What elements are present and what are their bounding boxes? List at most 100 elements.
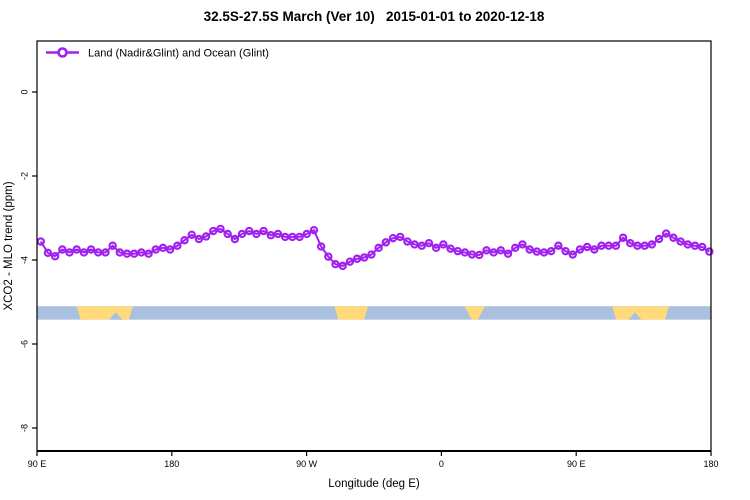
data-point-marker <box>36 237 45 246</box>
y-tick-label: 0 <box>19 89 29 94</box>
data-point-marker <box>187 230 196 239</box>
data-point-marker <box>439 240 448 249</box>
data-point-marker <box>352 254 362 263</box>
axes: 90 E 180 90 W 0 90 E 180 0 -2 -4 -6 -8 <box>19 89 718 469</box>
x-tick-label: 0 <box>439 459 444 469</box>
data-point-marker <box>697 242 707 252</box>
data-point-marker <box>151 245 160 254</box>
data-point-marker <box>403 237 412 246</box>
data-point-marker <box>546 246 556 256</box>
y-tick-label: -2 <box>19 172 29 180</box>
data-point-marker <box>316 242 326 251</box>
data-point-marker <box>539 248 549 257</box>
data-point-marker <box>65 248 74 257</box>
land-band-segment <box>464 306 485 320</box>
data-point-marker <box>79 248 89 257</box>
data-point-marker <box>273 229 283 239</box>
y-tick-label: -8 <box>19 424 29 432</box>
data-point-marker <box>582 242 592 252</box>
data-point-marker <box>230 234 240 244</box>
data-point-marker <box>309 225 319 235</box>
data-point-marker <box>690 241 700 250</box>
x-axis-title: Longitude (deg E) <box>328 478 420 490</box>
y-tick-label: -6 <box>19 340 29 348</box>
data-point-marker <box>410 240 419 249</box>
data-point-marker <box>165 245 175 254</box>
legend: Land (Nadir&Glint) and Ocean (Glint) <box>46 47 269 60</box>
x-tick-label: 180 <box>164 459 179 469</box>
data-point-marker <box>360 253 369 262</box>
x-tick-label: 90 E <box>28 459 47 469</box>
x-tick-label: 180 <box>703 459 718 469</box>
legend-label: Land (Nadir&Glint) and Ocean (Glint) <box>88 48 269 60</box>
surface-type-band <box>37 306 711 320</box>
data-point-marker <box>86 245 96 254</box>
data-point-marker <box>50 252 60 261</box>
data-point-marker <box>144 249 153 258</box>
data-point-marker <box>460 248 470 257</box>
data-point-marker <box>345 257 355 266</box>
data-point-marker <box>705 247 714 256</box>
data-point-marker <box>647 240 657 249</box>
data-point-marker <box>194 234 204 244</box>
data-point-marker <box>201 232 211 241</box>
data-point-marker <box>388 233 398 243</box>
data-point-marker <box>302 229 311 239</box>
data-point-marker <box>367 250 376 259</box>
data-point-marker <box>324 252 333 261</box>
data-point-marker <box>374 243 383 253</box>
land-band-segment <box>612 306 670 320</box>
x-tick-label: 90 E <box>567 459 586 469</box>
data-point-marker <box>568 250 577 259</box>
data-point-marker <box>209 226 218 236</box>
data-point-marker <box>58 245 67 254</box>
data-point-marker <box>446 244 455 253</box>
data-point-marker <box>245 226 254 236</box>
data-point-marker <box>518 240 527 249</box>
data-point-marker <box>396 232 405 242</box>
data-point-marker <box>654 234 664 244</box>
data-point-marker <box>626 238 635 248</box>
data-point-marker <box>223 229 232 239</box>
y-tick-label: -4 <box>19 256 29 264</box>
legend-series-marker-icon <box>46 47 79 58</box>
land-band-segment <box>334 306 369 320</box>
data-point-marker <box>424 238 434 248</box>
data-point-marker <box>676 237 685 246</box>
data-point-marker <box>554 241 563 250</box>
data-point-marker <box>503 249 513 258</box>
ocean-notch <box>628 312 642 320</box>
data-point-marker <box>669 233 678 242</box>
data-point-marker <box>101 248 110 257</box>
data-point-marker <box>130 249 139 258</box>
chart-title: 32.5S-27.5S March (Ver 10) 2015-01-01 to… <box>204 9 545 24</box>
data-point-marker <box>259 226 268 236</box>
legend-circle-icon <box>57 47 68 58</box>
data-point-marker <box>431 243 441 253</box>
data-point-marker <box>662 229 671 238</box>
data-point-marker <box>640 241 649 250</box>
land-band-segment <box>76 306 133 320</box>
data-point-marker <box>618 233 628 242</box>
data-point-marker <box>338 261 347 271</box>
data-point-marker <box>453 246 462 256</box>
data-point-marker <box>489 248 498 257</box>
data-point-marker <box>525 245 534 254</box>
data-series <box>36 224 714 271</box>
ocean-band <box>37 306 711 320</box>
data-point-marker <box>575 245 585 254</box>
data-point-marker <box>72 245 81 254</box>
x-tick-label: 90 W <box>296 459 318 469</box>
data-point-marker <box>180 236 189 245</box>
data-point-marker <box>115 248 125 257</box>
data-point-marker <box>137 248 146 257</box>
data-point-marker <box>590 245 599 254</box>
data-point-marker <box>417 241 426 250</box>
data-point-marker <box>216 224 225 234</box>
data-point-marker <box>482 246 491 255</box>
data-point-marker <box>611 241 621 250</box>
data-point-marker <box>475 250 484 260</box>
data-point-marker <box>252 229 261 239</box>
